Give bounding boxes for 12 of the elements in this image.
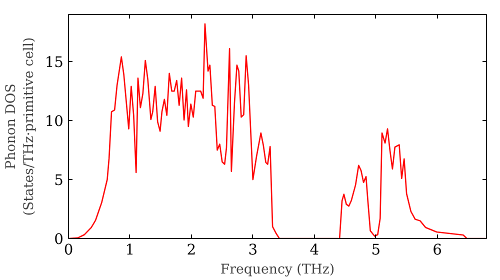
x-tick-label: 4: [310, 242, 320, 258]
x-tick-label: 6: [432, 242, 442, 258]
x-tick-label: 2: [186, 242, 196, 258]
y-tick-label: 10: [44, 113, 64, 130]
y-tick-label: 5: [54, 172, 64, 190]
y-tick-label: 15: [44, 54, 64, 72]
x-axis-title: Frequency (THz): [220, 262, 335, 278]
y-axis-title: Phonon DOS (States/THz·primitive cell): [4, 37, 37, 216]
x-tick-label: 1: [125, 242, 135, 258]
x-tick-label: 5: [371, 242, 381, 258]
x-tick-label: 3: [248, 242, 258, 258]
y-tick-label: 0: [54, 231, 64, 248]
